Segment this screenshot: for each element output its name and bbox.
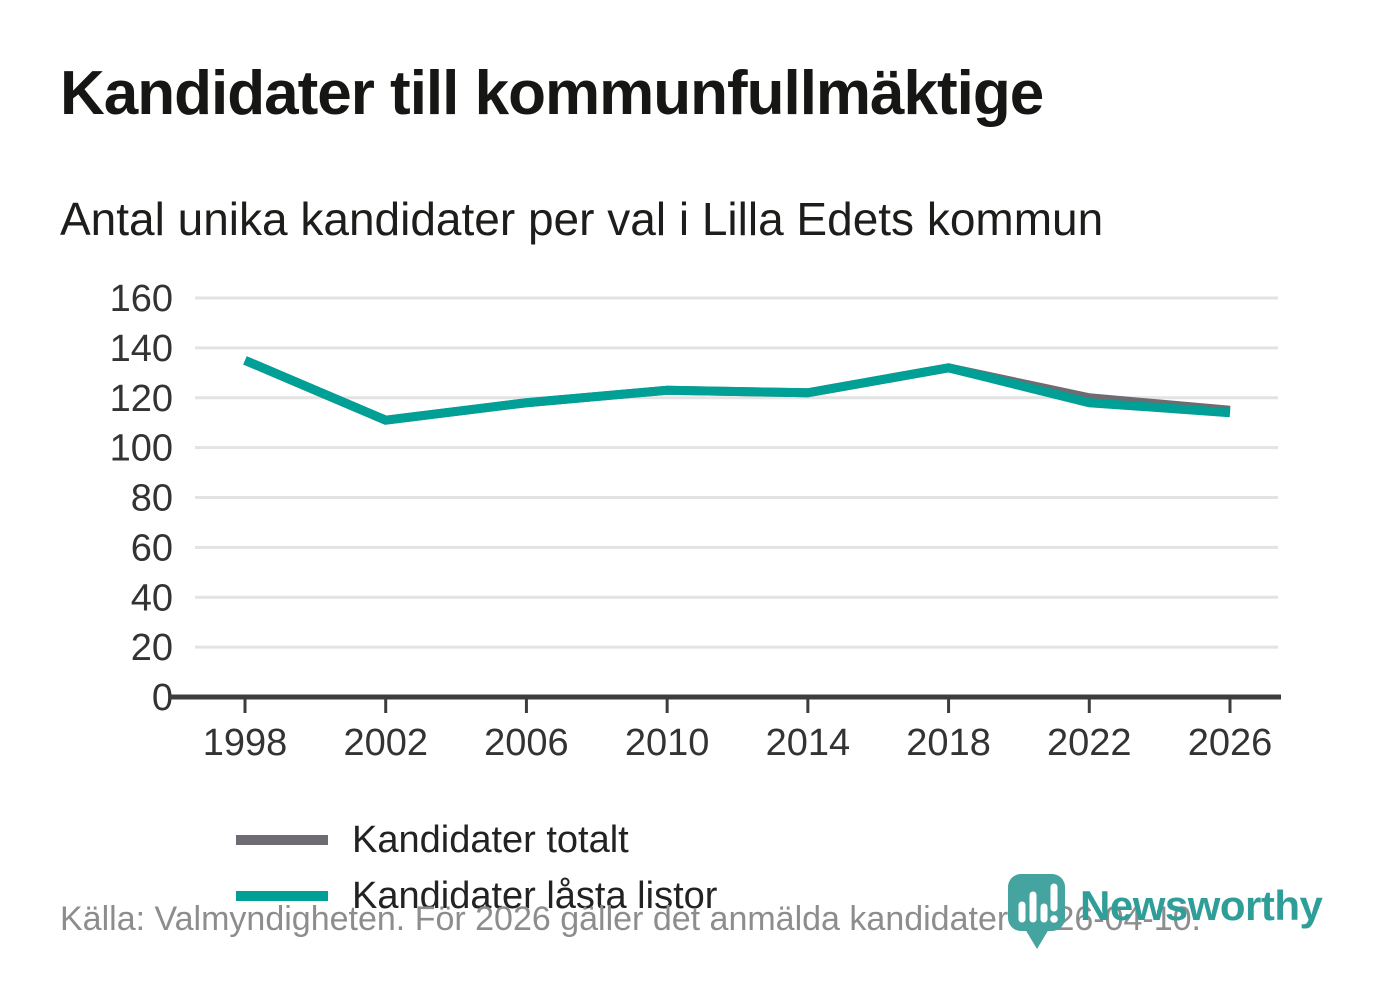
newsworthy-pin-icon [1008,874,1065,949]
x-axis-label-2022: 2022 [1047,722,1132,764]
y-axis-label-120: 120 [110,378,173,420]
legend-item-locked: Kandidater låsta listor [236,872,717,920]
line-chart-svg: 0 20 40 60 80 100 120 140 160 1998 2002 2006 2010 201… [110,278,1281,764]
y-axis-label-40: 40 [131,577,173,619]
line-chart: 0 20 40 60 80 100 120 140 160 1998 2002 2006 2010 201… [0,260,1382,932]
y-axis-label-60: 60 [131,527,173,569]
y-axis-label-0: 0 [152,677,173,719]
legend-swatch-total [236,835,328,845]
x-axis-label-2014: 2014 [766,722,851,764]
chart-subtitle: Antal unika kandidater per val i Lilla E… [60,193,1104,245]
newsworthy-logo: Newsworthy [1006,872,1323,954]
x-axis-label-2018: 2018 [906,722,991,764]
series-line-1 [243,356,1231,425]
chart-legend: Kandidater totalt Kandidater låsta listo… [222,806,808,932]
legend-swatch-locked [236,891,328,901]
x-axis-label-1998: 1998 [203,722,288,764]
y-axis-label-160: 160 [110,278,173,320]
legend-label-locked: Kandidater låsta listor [352,874,718,917]
y-axis-label-80: 80 [131,478,173,520]
y-axis-label-140: 140 [110,328,173,370]
x-axis-label-2010: 2010 [625,722,710,764]
page-title: Kandidater till kommunfullmäktige [60,59,1044,128]
x-axis-label-2026: 2026 [1188,722,1273,764]
legend-item-total: Kandidater totalt [236,816,717,864]
y-axis-label-100: 100 [110,428,173,470]
y-axis-label-20: 20 [131,627,173,669]
newsworthy-wordmark: Newsworthy [1080,882,1323,929]
x-axis-label-2006: 2006 [484,722,569,764]
x-axis-label-2002: 2002 [343,722,428,764]
legend-label-total: Kandidater totalt [352,818,629,861]
